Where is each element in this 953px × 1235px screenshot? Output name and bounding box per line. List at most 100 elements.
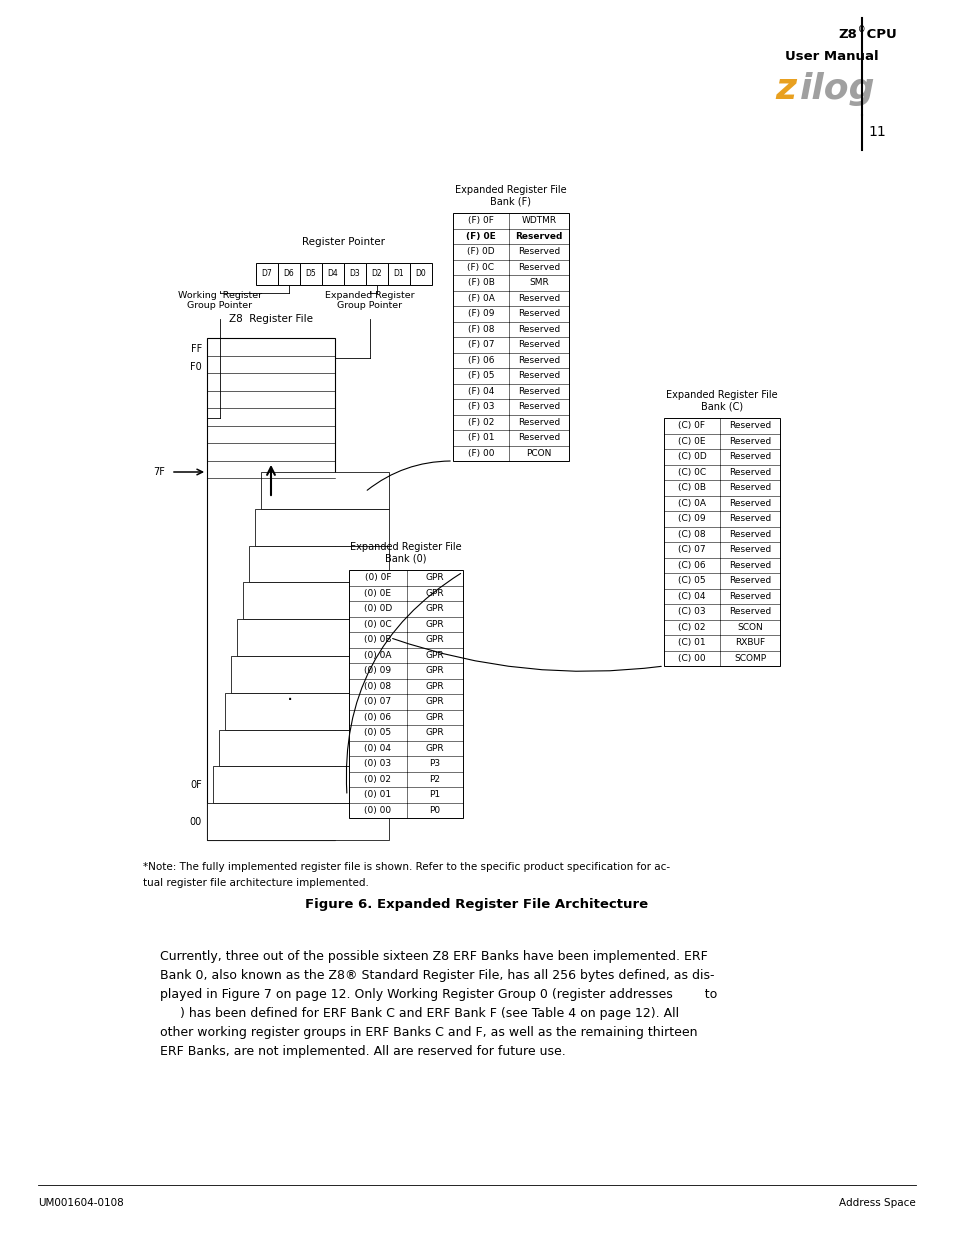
Bar xyxy=(349,571,462,818)
Bar xyxy=(388,263,410,285)
Text: (F) 0A: (F) 0A xyxy=(467,294,494,303)
Text: (F) 05: (F) 05 xyxy=(467,372,494,380)
Text: Reserved: Reserved xyxy=(517,263,559,272)
Text: D4: D4 xyxy=(327,269,338,279)
Text: Reserved: Reserved xyxy=(517,417,559,427)
Text: ilog: ilog xyxy=(800,72,875,106)
Text: (C) 0A: (C) 0A xyxy=(678,499,705,508)
Text: Reserved: Reserved xyxy=(728,514,770,524)
Text: D7: D7 xyxy=(261,269,273,279)
Text: Reserved: Reserved xyxy=(728,577,770,585)
Text: D6: D6 xyxy=(283,269,294,279)
Text: 00: 00 xyxy=(190,816,202,826)
Text: Reserved: Reserved xyxy=(728,499,770,508)
Text: D3: D3 xyxy=(349,269,360,279)
Text: GPR: GPR xyxy=(425,635,444,645)
Bar xyxy=(254,509,389,546)
Bar xyxy=(255,263,277,285)
Text: played in Figure 7 on page 12. Only Working Register Group 0 (register addresses: played in Figure 7 on page 12. Only Work… xyxy=(160,988,717,1002)
Bar xyxy=(207,338,335,840)
Text: (C) 02: (C) 02 xyxy=(678,622,705,632)
Text: GPR: GPR xyxy=(425,651,444,659)
Text: Reserved: Reserved xyxy=(517,247,559,256)
Bar xyxy=(366,263,388,285)
Text: GPR: GPR xyxy=(425,698,444,706)
Text: D5: D5 xyxy=(305,269,316,279)
Text: *Note: The fully implemented register file is shown. Refer to the specific produ: *Note: The fully implemented register fi… xyxy=(143,862,669,872)
Text: Currently, three out of the possible sixteen Z8 ERF Banks have been implemented.: Currently, three out of the possible six… xyxy=(160,950,707,963)
Bar xyxy=(213,767,389,803)
Text: (F) 0F: (F) 0F xyxy=(468,216,494,225)
Text: WDTMR: WDTMR xyxy=(521,216,556,225)
Text: Expanded Register File
Bank (C): Expanded Register File Bank (C) xyxy=(665,390,777,411)
Text: P1: P1 xyxy=(429,790,440,799)
Text: Z8  Register File: Z8 Register File xyxy=(229,314,313,324)
Text: (F) 0B: (F) 0B xyxy=(467,278,494,288)
Text: 7F: 7F xyxy=(153,467,165,477)
Bar xyxy=(231,656,389,693)
Text: Reserved: Reserved xyxy=(517,387,559,395)
Text: Reserved: Reserved xyxy=(728,437,770,446)
Text: GPR: GPR xyxy=(425,589,444,598)
Text: Expanded Register File
Bank (F): Expanded Register File Bank (F) xyxy=(455,185,566,206)
Bar xyxy=(410,263,432,285)
Bar xyxy=(219,730,389,767)
Text: (0) 0B: (0) 0B xyxy=(364,635,392,645)
Bar xyxy=(322,263,344,285)
Text: Reserved: Reserved xyxy=(728,608,770,616)
Text: (0) 06: (0) 06 xyxy=(364,713,391,721)
Text: (0) 02: (0) 02 xyxy=(364,774,391,784)
Text: 11: 11 xyxy=(867,125,884,140)
Text: (C) 07: (C) 07 xyxy=(678,545,705,555)
Text: Expanded Register
Group Pointer: Expanded Register Group Pointer xyxy=(325,291,415,310)
Text: (C) 0F: (C) 0F xyxy=(678,421,705,430)
Text: Reserved: Reserved xyxy=(517,294,559,303)
Text: GPR: GPR xyxy=(425,666,444,676)
Text: ®: ® xyxy=(857,26,864,35)
Text: Reserved: Reserved xyxy=(517,433,559,442)
Text: ERF Banks, are not implemented. All are reserved for future use.: ERF Banks, are not implemented. All are … xyxy=(160,1045,565,1058)
Bar xyxy=(225,693,389,730)
Text: (F) 0C: (F) 0C xyxy=(467,263,494,272)
Text: (C) 0D: (C) 0D xyxy=(677,452,705,461)
Text: (0) 00: (0) 00 xyxy=(364,805,391,815)
Bar xyxy=(236,619,389,656)
Text: D0: D0 xyxy=(416,269,426,279)
Text: GPR: GPR xyxy=(425,713,444,721)
Text: (C) 08: (C) 08 xyxy=(678,530,705,538)
Text: (0) 0C: (0) 0C xyxy=(364,620,392,629)
Text: (0) 0F: (0) 0F xyxy=(364,573,391,582)
Text: Reserved: Reserved xyxy=(728,421,770,430)
Text: GPR: GPR xyxy=(425,729,444,737)
Text: (0) 0E: (0) 0E xyxy=(364,589,391,598)
Text: SCON: SCON xyxy=(737,622,762,632)
Text: (F) 08: (F) 08 xyxy=(467,325,494,333)
Text: P0: P0 xyxy=(429,805,440,815)
Bar xyxy=(344,263,366,285)
Text: CPU: CPU xyxy=(862,28,896,41)
Bar xyxy=(663,417,780,666)
Text: (C) 04: (C) 04 xyxy=(678,592,705,600)
Text: 0F: 0F xyxy=(190,779,202,790)
Text: (F) 03: (F) 03 xyxy=(467,403,494,411)
Bar xyxy=(261,472,389,509)
Text: RXBUF: RXBUF xyxy=(734,638,764,647)
Bar xyxy=(249,546,389,583)
Text: (C) 06: (C) 06 xyxy=(678,561,705,569)
Text: Reserved: Reserved xyxy=(728,530,770,538)
Text: (0) 09: (0) 09 xyxy=(364,666,391,676)
Text: ) has been defined for ERF Bank C and ERF Bank F (see Table 4 on page 12). All: ) has been defined for ERF Bank C and ER… xyxy=(160,1007,679,1020)
Text: D2: D2 xyxy=(372,269,382,279)
Text: SCOMP: SCOMP xyxy=(733,653,765,663)
Text: (0) 07: (0) 07 xyxy=(364,698,391,706)
Text: (C) 0C: (C) 0C xyxy=(678,468,705,477)
Text: User Manual: User Manual xyxy=(784,49,878,63)
Text: (C) 0B: (C) 0B xyxy=(678,483,705,493)
Text: Reserved: Reserved xyxy=(517,372,559,380)
Text: FF: FF xyxy=(191,345,202,354)
Bar xyxy=(299,263,322,285)
Text: Reserved: Reserved xyxy=(728,452,770,461)
Text: (C) 05: (C) 05 xyxy=(678,577,705,585)
Text: (C) 01: (C) 01 xyxy=(678,638,705,647)
Text: GPR: GPR xyxy=(425,604,444,614)
